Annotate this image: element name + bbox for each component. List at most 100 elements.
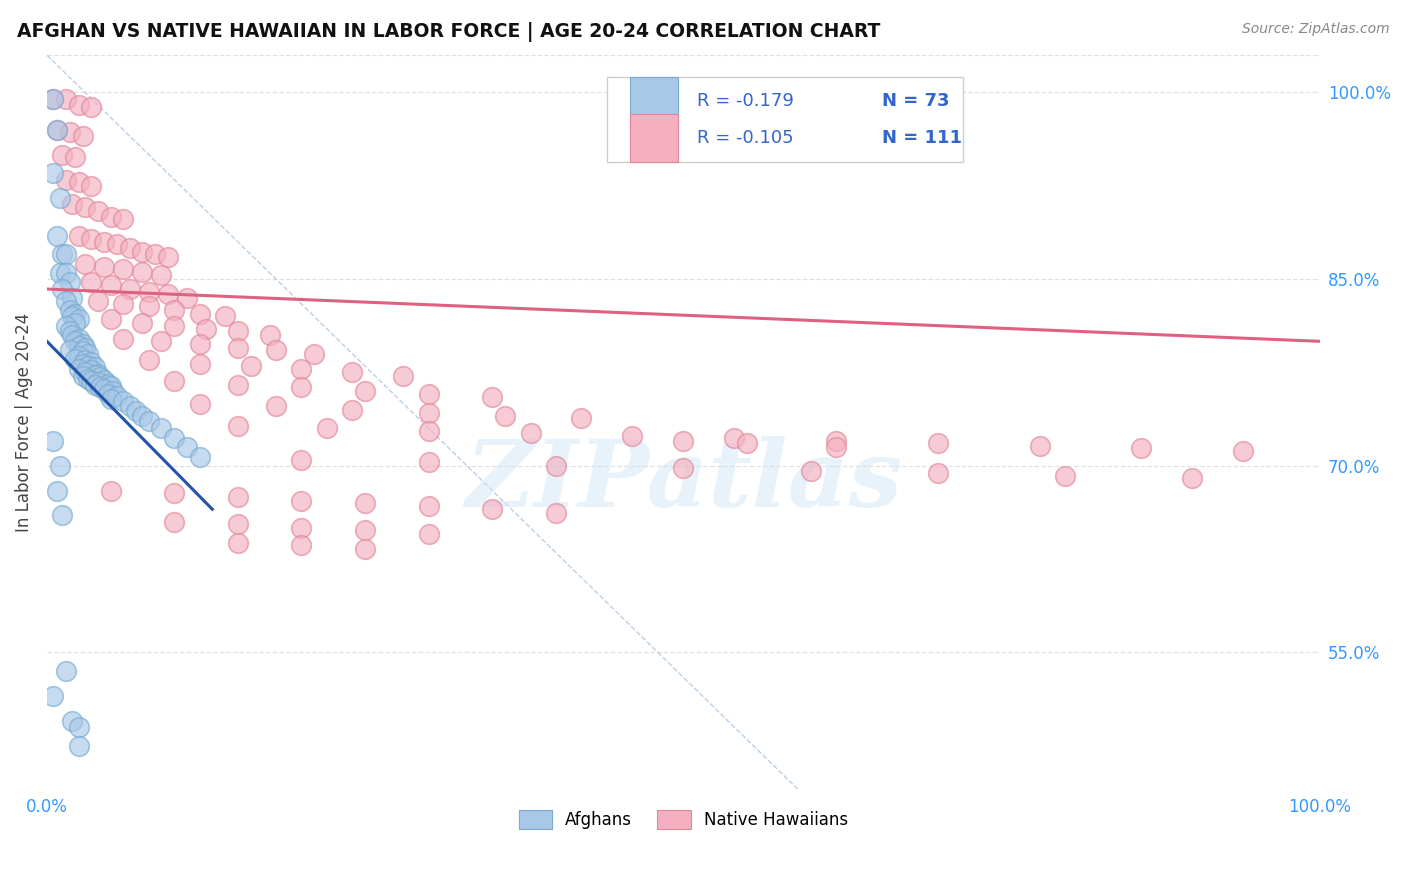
Point (87, 294, 110, 309)
Point (226, 536, 249, 550)
Point (42, 92, 65, 106)
Point (89, 380, 111, 394)
Point (354, 524, 377, 538)
Point (544, 506, 567, 520)
Point (46, 483, 69, 498)
Point (544, 458, 567, 473)
Point (67, 98, 90, 112)
Point (100, 210, 122, 224)
Point (150, 268, 173, 283)
Point (67, 339, 90, 353)
Point (131, 409, 153, 423)
Point (150, 421, 173, 435)
Point (264, 343, 287, 357)
Point (138, 414, 160, 428)
Point (188, 307, 211, 321)
Point (60, 328, 83, 343)
Point (259, 328, 281, 343)
Point (226, 341, 249, 355)
Point (494, 409, 516, 423)
Point (163, 374, 186, 388)
Point (72, 336, 94, 351)
Point (67, 720, 90, 734)
Point (927, 466, 949, 480)
Point (80, 355, 103, 369)
Point (290, 361, 312, 376)
Point (672, 461, 695, 475)
Text: R = -0.105: R = -0.105 (697, 129, 794, 147)
Point (226, 377, 249, 392)
Point (112, 262, 135, 277)
Point (60, 310, 83, 324)
Point (163, 319, 186, 334)
Point (80, 100, 103, 114)
Point (100, 312, 122, 326)
Point (1028, 439, 1050, 453)
Point (290, 380, 312, 394)
Point (101, 384, 124, 398)
Point (672, 434, 695, 448)
Point (621, 429, 644, 443)
Point (67, 349, 90, 363)
Point (87, 203, 110, 218)
Point (342, 366, 364, 380)
Point (55, 172, 77, 186)
Point (214, 310, 236, 324)
Point (42, 689, 65, 703)
Point (100, 483, 122, 498)
Point (55, 266, 77, 280)
Point (55, 247, 77, 261)
Text: R = -0.179: R = -0.179 (697, 92, 794, 110)
Point (188, 336, 211, 351)
Point (75, 257, 97, 271)
Point (100, 278, 122, 293)
Point (118, 399, 141, 413)
Point (84, 360, 107, 375)
Y-axis label: In Labor Force | Age 20-24: In Labor Force | Age 20-24 (15, 312, 32, 532)
Point (100, 392, 122, 406)
Point (46, 123, 69, 137)
Point (75, 341, 97, 355)
Point (290, 521, 312, 535)
Point (125, 404, 148, 418)
Point (418, 424, 440, 438)
Point (63, 307, 86, 321)
Point (48, 458, 70, 473)
Point (481, 502, 503, 516)
Point (156, 287, 179, 301)
Point (150, 334, 173, 349)
Point (302, 347, 325, 361)
Point (80, 275, 103, 289)
Point (418, 499, 440, 513)
Point (97, 386, 120, 401)
Point (51, 282, 73, 296)
Point (97, 376, 120, 391)
Point (84, 377, 107, 392)
Point (87, 367, 110, 381)
Point (67, 175, 90, 189)
Point (735, 436, 758, 450)
Point (72, 128, 94, 143)
Point (93, 235, 115, 249)
Point (63, 334, 86, 349)
Point (42, 434, 65, 448)
Point (176, 440, 198, 454)
Point (118, 241, 141, 255)
Point (105, 237, 128, 252)
FancyBboxPatch shape (607, 78, 963, 161)
Point (63, 150, 86, 164)
Point (290, 538, 312, 552)
Point (72, 369, 94, 384)
Point (46, 228, 69, 243)
Point (105, 389, 128, 403)
Point (59, 303, 82, 318)
Point (290, 452, 312, 467)
Point (100, 379, 122, 393)
Point (138, 300, 160, 314)
Point (112, 212, 135, 227)
FancyBboxPatch shape (630, 77, 678, 125)
Point (67, 312, 90, 326)
Point (46, 123, 69, 137)
Point (481, 390, 503, 404)
Point (239, 359, 262, 374)
